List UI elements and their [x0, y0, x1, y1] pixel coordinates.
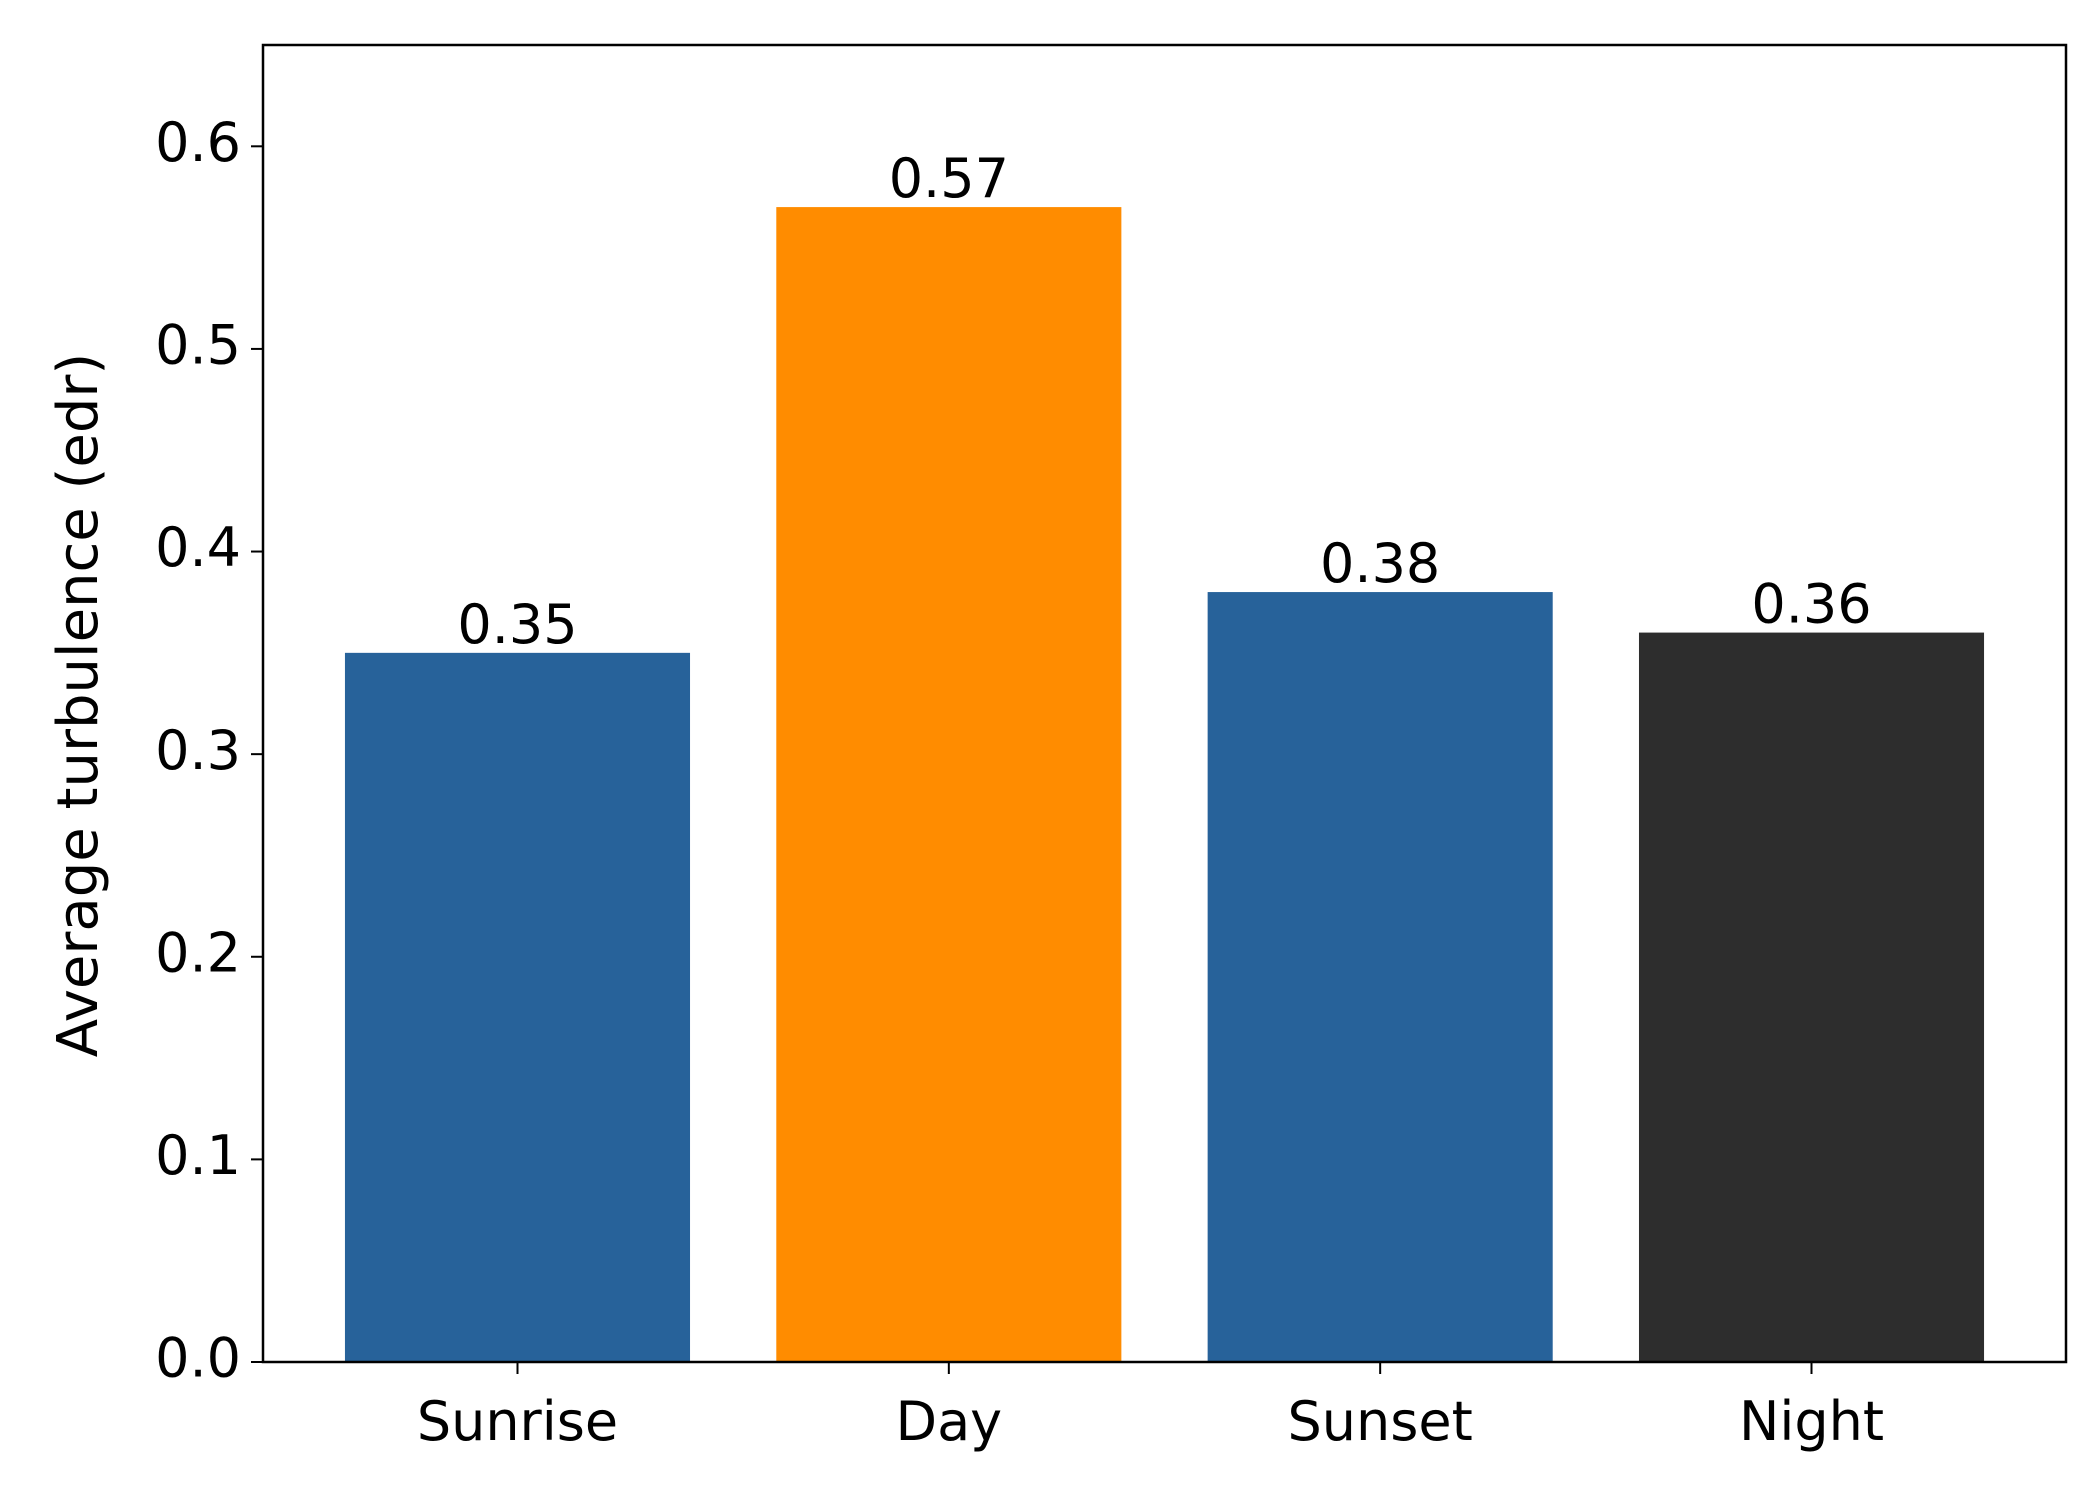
bar [344, 652, 691, 1362]
y-axis-label: Average turbulence (edr) [46, 353, 111, 1058]
x-tick-label: Sunrise [417, 1390, 618, 1453]
value-label: 0.38 [1320, 532, 1440, 595]
bar [776, 207, 1122, 1363]
y-tick-label: 0.1 [155, 1124, 241, 1187]
bar [1638, 632, 1985, 1362]
bar [1207, 592, 1553, 1362]
x-tick-label: Day [896, 1390, 1003, 1453]
y-tick-label: 0.6 [155, 111, 241, 174]
x-tick-label: Sunset [1288, 1390, 1473, 1453]
value-label: 0.36 [1751, 573, 1871, 636]
y-tick-label: 0.4 [155, 516, 241, 579]
y-tick-label: 0.3 [155, 719, 241, 782]
plot-frame [261, 43, 2068, 1364]
x-tick-label: Night [1739, 1390, 1884, 1453]
y-tick-label: 0.5 [155, 314, 241, 377]
y-tick-label: 0.2 [155, 921, 241, 984]
value-label: 0.35 [457, 593, 577, 656]
value-label: 0.57 [889, 147, 1009, 210]
y-tick-label: 0.0 [155, 1327, 241, 1390]
